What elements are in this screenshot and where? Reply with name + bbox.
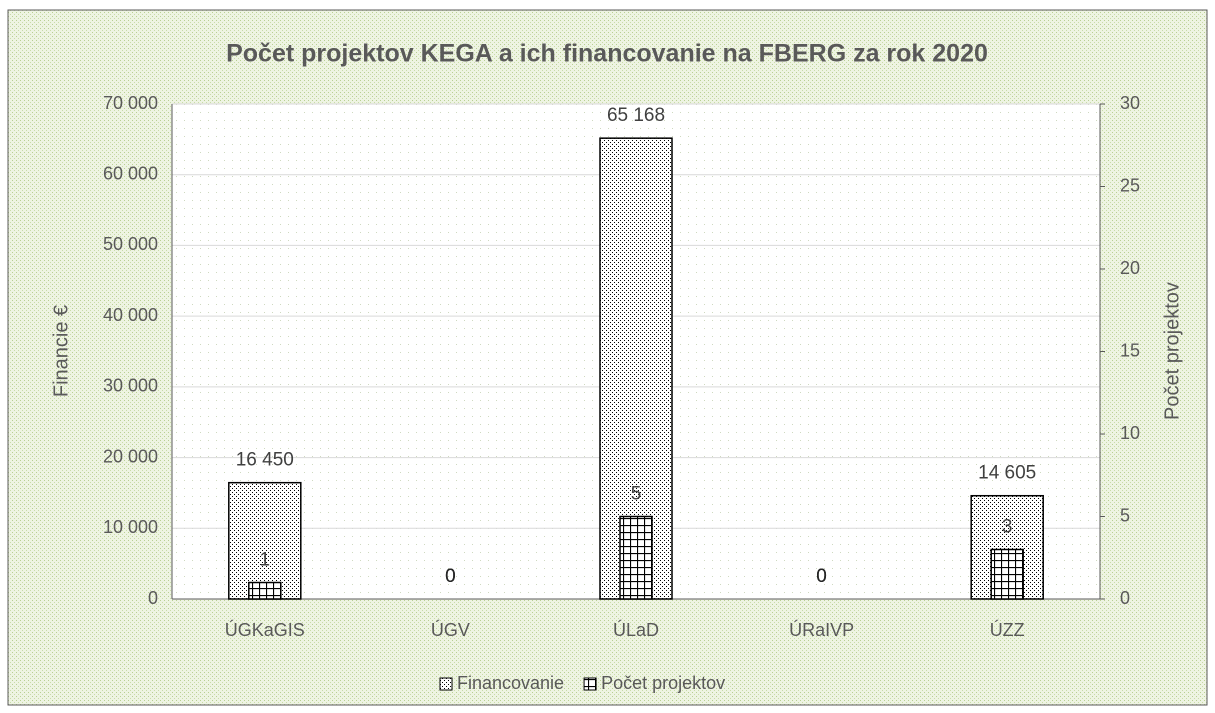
y2-tick-label: 15 [1120, 340, 1140, 360]
chart-title: Počet projektov KEGA a ich financovanie … [226, 40, 988, 68]
y2-tick-label: 20 [1120, 258, 1140, 278]
bar [619, 515, 653, 600]
x-tick-label: ÚZZ [990, 619, 1025, 640]
data-label: 16 450 [236, 450, 294, 471]
y2-tick-label: 5 [1120, 505, 1130, 525]
bar [248, 581, 282, 600]
data-label: 5 [631, 484, 642, 505]
data-label: 14 605 [978, 463, 1036, 484]
data-label: 1 [260, 550, 271, 571]
y2-axis-title: Počet projektov [1161, 282, 1183, 420]
data-label: 65 168 [607, 105, 665, 126]
y2-tick-label: 30 [1120, 93, 1140, 113]
y-tick-label: 30 000 [103, 376, 158, 396]
legend-label: Počet projektov [601, 673, 725, 693]
y-tick-label: 50 000 [103, 234, 158, 254]
x-tick-label: ÚLaD [613, 619, 659, 640]
y2-tick-label: 25 [1120, 175, 1140, 195]
y-tick-label: 40 000 [103, 305, 158, 325]
data-label: 0 [445, 566, 456, 587]
legend-swatch [439, 677, 453, 691]
y-tick-label: 60 000 [103, 163, 158, 183]
bar [228, 481, 302, 600]
data-label: 0 [445, 566, 456, 587]
y-tick-label: 10 000 [103, 517, 158, 537]
x-tick-label: ÚGV [431, 619, 470, 640]
y-tick-label: 20 000 [103, 446, 158, 466]
y-tick-label: 70 000 [103, 93, 158, 113]
y2-tick-label: 10 [1120, 423, 1140, 443]
legend-swatch [583, 677, 597, 691]
legend-label: Financovanie [457, 673, 564, 693]
y-axis-title: Financie € [50, 305, 72, 397]
bar [990, 548, 1024, 600]
y2-tick-label: 0 [1120, 588, 1130, 608]
data-label: 3 [1002, 517, 1013, 538]
y-tick-label: 0 [148, 588, 158, 608]
data-label: 0 [816, 566, 827, 587]
data-label: 0 [816, 566, 827, 587]
x-tick-label: ÚGKaGIS [225, 619, 305, 640]
x-tick-label: ÚRaIVP [789, 619, 854, 640]
